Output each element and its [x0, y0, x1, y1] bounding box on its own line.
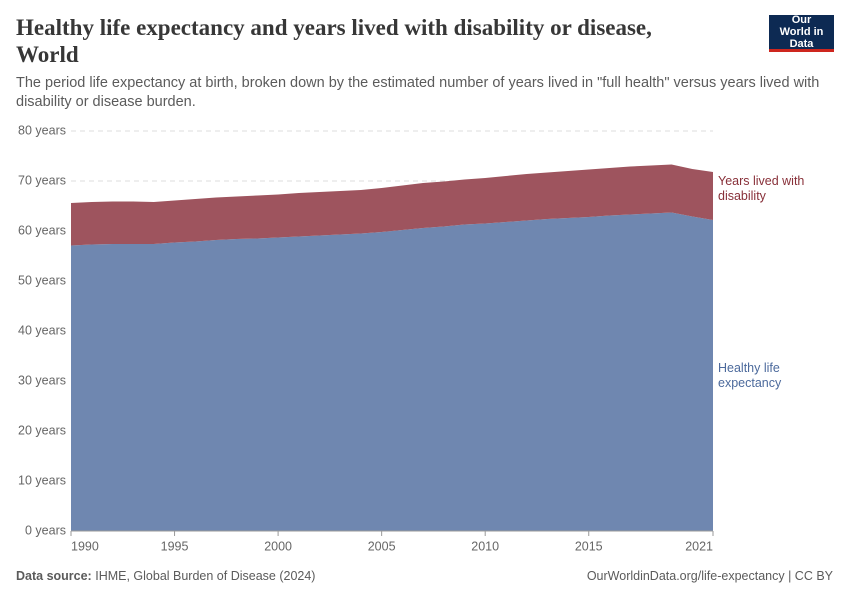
y-tick-label: 40 years	[18, 323, 66, 337]
y-tick-label: 60 years	[18, 223, 66, 237]
x-tick-label: 1995	[161, 539, 189, 553]
x-tick-label: 2000	[264, 539, 292, 553]
x-tick-label: 2005	[368, 539, 396, 553]
y-tick-label: 30 years	[18, 373, 66, 387]
y-tick-label: 0 years	[25, 523, 66, 537]
x-tick-label: 1990	[71, 539, 99, 553]
footer-link[interactable]: OurWorldinData.org/life-expectancy | CC …	[586, 569, 833, 583]
series-label: Healthy life expectancy	[718, 360, 782, 390]
x-tick-label: 2015	[575, 539, 603, 553]
y-tick-label: 50 years	[18, 273, 66, 287]
x-tick-label: 2010	[471, 539, 499, 553]
y-tick-label: 10 years	[18, 473, 66, 487]
series-label: Years lived with disability	[718, 174, 805, 203]
chart-subtitle: The period life expectancy at birth, bro…	[16, 75, 820, 110]
source: Data source: IHME, Global Burden of Dise…	[16, 569, 315, 583]
logo[interactable]: Our World in Data	[769, 14, 834, 52]
x-tick-label: 2021	[685, 539, 713, 553]
area	[71, 164, 713, 246]
y-tick-label: 80 years	[18, 123, 66, 137]
y-tick-label: 70 years	[18, 173, 66, 187]
source-text: IHME, Global Burden of Disease (2024)	[95, 569, 316, 583]
chart-title: Healthy life expectancy and years lived …	[16, 15, 652, 67]
area	[71, 212, 713, 531]
y-tick-label: 20 years	[18, 423, 66, 437]
source-label: Data source:	[16, 569, 92, 583]
